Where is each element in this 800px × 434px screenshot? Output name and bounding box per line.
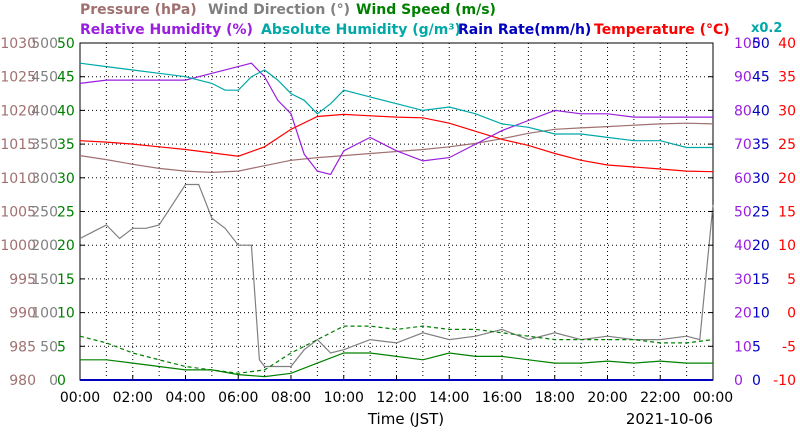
y-tick-label-humidity: 80 bbox=[734, 103, 752, 119]
y-tick-label-humidity: 20 bbox=[734, 306, 752, 322]
y-tick-label-rain: 45 bbox=[752, 70, 770, 86]
y-tick-label-humidity: 60 bbox=[734, 171, 752, 187]
y-tick-label-rain: 0 bbox=[752, 373, 761, 389]
y-tick-label-humidity: 90 bbox=[734, 70, 752, 86]
x-tick-label: 00:00 bbox=[60, 390, 100, 406]
y-tick-label-temperature: 10 bbox=[778, 238, 796, 254]
legend-pressure: Pressure (hPa) bbox=[80, 2, 197, 18]
y-tick-label-pressure: 985 bbox=[9, 339, 36, 355]
y-tick-label-wind_direction: 250 bbox=[31, 205, 58, 221]
grid bbox=[80, 43, 713, 380]
y-tick-label-humidity: 0 bbox=[734, 373, 743, 389]
x-tick-label: 06:00 bbox=[218, 390, 258, 406]
y-tick-label-rain: 20 bbox=[752, 238, 770, 254]
axes-layer: 00:00 02:00 04:00 06:00 08:00 10:00 12:00 14:00… bbox=[0, 36, 796, 406]
y-tick-label-wind_direction: 500 bbox=[31, 36, 58, 52]
y-tick-label-temperature: 5 bbox=[787, 272, 796, 288]
y-tick-label-wind_direction: 100 bbox=[31, 306, 58, 322]
x-tick-label: 00:00 bbox=[693, 390, 733, 406]
y-tick-label-humidity: 70 bbox=[734, 137, 752, 153]
legend-absolute-humidity: Absolute Humidity (g/m³) bbox=[261, 22, 461, 38]
y-tick-label-temperature: 15 bbox=[778, 205, 796, 221]
series-line-1 bbox=[79, 113, 714, 173]
y-tick-label-pressure: 1005 bbox=[0, 205, 36, 221]
y-tick-label-temperature: 35 bbox=[778, 70, 796, 86]
x-axis-label: Time (JST) bbox=[367, 410, 444, 428]
y-tick-label-wind_speed: 35 bbox=[57, 137, 75, 153]
y-tick-label-humidity: 100 bbox=[734, 36, 761, 52]
x-tick-label: 20:00 bbox=[587, 390, 627, 406]
y-tick-label-wind_speed: 20 bbox=[57, 238, 75, 254]
y-tick-label-pressure: 980 bbox=[9, 373, 36, 389]
x-tick-label: 14:00 bbox=[429, 390, 469, 406]
y-tick-label-temperature: -5 bbox=[782, 339, 796, 355]
y-tick-label-pressure: 1015 bbox=[0, 137, 36, 153]
y-tick-label-wind_direction: 150 bbox=[31, 272, 58, 288]
y-tick-label-rain: 5 bbox=[752, 339, 761, 355]
y-tick-label-pressure: 990 bbox=[9, 306, 36, 322]
y-tick-label-rain: 40 bbox=[752, 103, 770, 119]
y-tick-label-pressure: 1030 bbox=[0, 36, 36, 52]
y-tick-label-humidity: 50 bbox=[734, 205, 752, 221]
y-tick-label-wind_speed: 0 bbox=[57, 373, 66, 389]
legend-wind-speed: Wind Speed (m/s) bbox=[356, 2, 496, 18]
y-tick-label-wind_speed: 50 bbox=[57, 36, 75, 52]
y-tick-label-wind_speed: 30 bbox=[57, 171, 75, 187]
y-tick-label-pressure: 1010 bbox=[0, 171, 36, 187]
series-line-2 bbox=[79, 62, 713, 176]
x-tick-label: 18:00 bbox=[535, 390, 575, 406]
y-tick-label-rain: 15 bbox=[752, 272, 770, 288]
x-tick-label: 08:00 bbox=[271, 390, 311, 406]
y-tick-label-wind_speed: 40 bbox=[57, 103, 75, 119]
y-tick-label-wind_direction: 350 bbox=[31, 137, 58, 153]
y-tick-label-humidity: 40 bbox=[734, 238, 752, 254]
y-tick-label-rain: 30 bbox=[752, 171, 770, 187]
y-tick-label-pressure: 1020 bbox=[0, 103, 36, 119]
y-tick-label-temperature: 0 bbox=[787, 306, 796, 322]
y-tick-label-wind_speed: 5 bbox=[57, 339, 66, 355]
x-tick-label: 02:00 bbox=[113, 390, 153, 406]
y-tick-label-wind_speed: 45 bbox=[57, 70, 75, 86]
y-tick-label-temperature: 30 bbox=[778, 103, 796, 119]
y-tick-label-wind_direction: 200 bbox=[31, 238, 58, 254]
y-tick-label-wind_speed: 25 bbox=[57, 205, 75, 221]
y-tick-label-wind_direction: 300 bbox=[31, 171, 58, 187]
y-tick-label-temperature: -10 bbox=[773, 373, 796, 389]
y-tick-label-wind_speed: 15 bbox=[57, 272, 75, 288]
legend-wind-direction: Wind Direction (°) bbox=[208, 2, 350, 18]
x-tick-label: 16:00 bbox=[482, 390, 522, 406]
y-tick-label-humidity: 10 bbox=[734, 339, 752, 355]
chart-date: 2021-10-06 bbox=[626, 410, 713, 428]
y-tick-label-temperature: 20 bbox=[778, 171, 796, 187]
series-line-5 bbox=[80, 352, 713, 378]
legend-temperature: Temperature (°C) bbox=[594, 22, 730, 38]
y-tick-label-humidity: 30 bbox=[734, 272, 752, 288]
x-tick-label: 10:00 bbox=[324, 390, 364, 406]
x-tick-label: 04:00 bbox=[165, 390, 205, 406]
y-tick-label-wind_direction: 450 bbox=[31, 70, 58, 86]
legend-relative-humidity: Relative Humidity (%) bbox=[80, 22, 253, 38]
y-tick-label-wind_direction: 50 bbox=[40, 339, 58, 355]
y-tick-label-temperature: 25 bbox=[778, 137, 796, 153]
y-tick-label-rain: 50 bbox=[752, 36, 770, 52]
y-tick-label-wind_direction: 400 bbox=[31, 103, 58, 119]
y-tick-label-pressure: 1025 bbox=[0, 70, 36, 86]
y-tick-label-pressure: 995 bbox=[9, 272, 36, 288]
legend-rain-rate: Rain Rate(mm/h) bbox=[458, 22, 591, 38]
y-tick-label-wind_speed: 10 bbox=[57, 306, 75, 322]
x-tick-label: 12:00 bbox=[376, 390, 416, 406]
y-tick-label-rain: 35 bbox=[752, 137, 770, 153]
series-line-6 bbox=[79, 325, 714, 374]
absolute-humidity-scale-note: x0.2 bbox=[751, 21, 782, 36]
y-tick-label-rain: 25 bbox=[752, 205, 770, 221]
series-line-3 bbox=[79, 62, 713, 149]
series-line-0 bbox=[79, 122, 714, 174]
y-tick-label-wind_direction: 0 bbox=[49, 373, 58, 389]
x-tick-label: 22:00 bbox=[640, 390, 680, 406]
y-tick-label-pressure: 1000 bbox=[0, 238, 36, 254]
y-tick-label-temperature: 40 bbox=[778, 36, 796, 52]
y-tick-label-rain: 10 bbox=[752, 306, 770, 322]
